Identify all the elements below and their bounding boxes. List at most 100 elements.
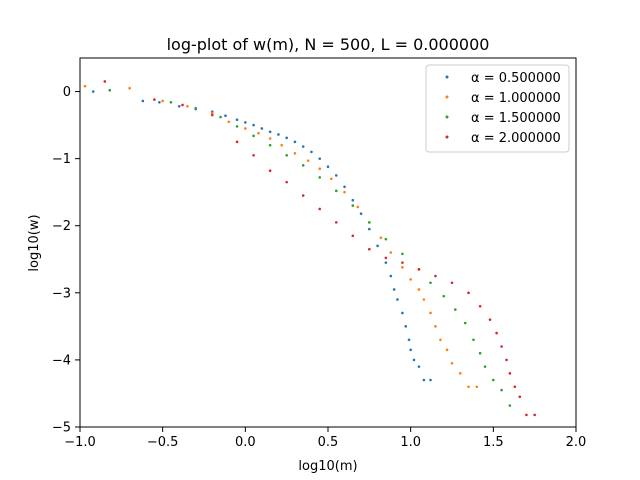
- data-point: [417, 288, 421, 291]
- data-point: [141, 99, 145, 103]
- data-point: [235, 140, 239, 144]
- data-point: [356, 205, 360, 209]
- data-point: [500, 345, 503, 348]
- data-point: [334, 221, 338, 224]
- x-tick-label: −1.0: [64, 435, 96, 450]
- data-point: [478, 351, 482, 355]
- data-point: [252, 123, 255, 127]
- data-point: [210, 111, 214, 115]
- data-point: [351, 204, 355, 207]
- data-point: [280, 143, 284, 147]
- data-point: [401, 252, 404, 256]
- data-point: [417, 365, 421, 368]
- data-point: [384, 237, 388, 241]
- data-point: [467, 385, 470, 389]
- data-point: [91, 90, 95, 93]
- y-tick-label: −3: [52, 286, 71, 301]
- legend-marker: [445, 115, 449, 119]
- data-point: [103, 80, 107, 83]
- data-point: [252, 153, 255, 157]
- legend-marker: [445, 135, 449, 139]
- data-point: [508, 404, 512, 407]
- y-tick-label: −2: [52, 219, 71, 234]
- x-axis: −1.0 −0.5 0.0 0.5 1.0 1.5 2.0: [64, 427, 586, 450]
- data-point: [450, 361, 454, 365]
- data-point: [301, 164, 305, 167]
- data-point: [445, 348, 449, 352]
- data-point: [306, 159, 310, 162]
- x-tick-label: 1.5: [483, 435, 504, 450]
- data-point: [505, 358, 508, 362]
- data-point: [219, 115, 222, 119]
- data-point: [495, 331, 498, 335]
- data-point: [368, 247, 371, 251]
- data-point: [429, 281, 432, 285]
- data-point: [429, 311, 432, 315]
- data-point: [181, 103, 184, 107]
- y-axis-label: log10(w): [27, 214, 42, 271]
- data-point: [392, 288, 396, 291]
- data-point: [376, 244, 379, 248]
- data-point: [252, 134, 255, 138]
- data-point: [301, 194, 305, 197]
- data-point: [285, 136, 288, 140]
- data-point: [458, 372, 462, 375]
- data-point: [379, 236, 383, 240]
- data-point: [525, 413, 528, 417]
- data-point: [409, 278, 412, 281]
- x-axis-label: log10(m): [298, 459, 357, 474]
- data-point: [268, 143, 272, 147]
- data-point: [351, 198, 355, 202]
- data-point: [128, 86, 131, 90]
- data-point: [277, 133, 280, 136]
- data-point: [359, 212, 363, 215]
- data-point: [396, 298, 399, 301]
- data-point: [83, 84, 87, 88]
- x-tick-label: −0.5: [147, 435, 179, 450]
- data-point: [227, 120, 231, 124]
- chart-title: log-plot of w(m), N = 500, L = 0.000000: [167, 35, 490, 54]
- data-point: [268, 169, 272, 173]
- data-point: [488, 318, 492, 321]
- data-points-layer: [83, 80, 536, 417]
- data-point: [293, 151, 297, 155]
- data-point: [186, 105, 189, 108]
- data-point: [533, 413, 536, 417]
- data-point: [404, 325, 408, 328]
- x-tick-label: 0.0: [235, 435, 256, 450]
- data-point: [268, 130, 272, 134]
- data-point: [518, 395, 522, 399]
- y-tick-label: −5: [52, 421, 71, 436]
- y-tick-label: −4: [52, 353, 71, 368]
- data-point: [244, 127, 247, 130]
- data-point: [177, 105, 181, 108]
- data-point: [417, 268, 421, 271]
- data-point: [434, 325, 437, 328]
- data-point: [407, 338, 411, 342]
- data-point: [210, 113, 214, 117]
- data-point: [429, 378, 432, 382]
- data-point: [508, 372, 512, 375]
- y-tick-label: −1: [52, 152, 71, 167]
- data-point: [368, 221, 371, 224]
- data-point: [492, 378, 495, 382]
- data-point: [500, 388, 503, 392]
- legend: α = 0.500000 α = 1.000000 α = 1.500000 α = …: [425, 64, 570, 153]
- data-point: [285, 153, 288, 157]
- y-axis: 0 −1 −2 −3 −4 −5: [52, 85, 80, 436]
- legend-label: α = 2.000000: [471, 131, 561, 146]
- data-point: [467, 291, 470, 295]
- data-point: [334, 189, 338, 193]
- legend-marker: [445, 95, 449, 99]
- data-point: [389, 274, 393, 278]
- data-point: [351, 234, 355, 238]
- legend-marker: [445, 75, 449, 79]
- series-2: [83, 84, 479, 389]
- legend-label: α = 0.500000: [471, 71, 561, 86]
- data-point: [472, 338, 475, 342]
- legend-label: α = 1.000000: [471, 91, 561, 106]
- data-point: [478, 304, 482, 308]
- data-point: [326, 165, 330, 168]
- data-point: [169, 100, 173, 104]
- y-tick-label: 0: [63, 85, 71, 100]
